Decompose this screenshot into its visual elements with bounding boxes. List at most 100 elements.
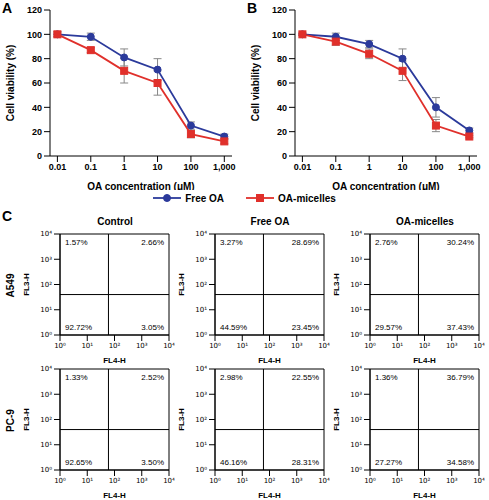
svg-text:10⁴: 10⁴	[318, 342, 330, 350]
svg-text:10⁴: 10⁴	[163, 342, 175, 350]
svg-text:46.16%: 46.16%	[220, 458, 247, 467]
svg-text:10⁰: 10⁰	[40, 331, 52, 339]
svg-text:10³: 10³	[136, 477, 148, 485]
svg-text:10⁴: 10⁴	[473, 477, 481, 485]
svg-text:10: 10	[398, 162, 408, 172]
svg-text:60: 60	[32, 78, 42, 88]
svg-text:10⁰: 10⁰	[364, 342, 376, 350]
svg-text:10⁴: 10⁴	[350, 230, 362, 238]
svg-text:120: 120	[27, 5, 42, 15]
svg-text:2.76%: 2.76%	[375, 238, 398, 247]
svg-text:10⁴: 10⁴	[40, 230, 52, 238]
svg-text:10³: 10³	[446, 342, 458, 350]
svg-text:10²: 10²	[40, 281, 52, 289]
svg-text:10³: 10³	[291, 342, 303, 350]
svg-text:10²: 10²	[419, 477, 431, 485]
svg-text:10¹: 10¹	[81, 477, 93, 485]
svg-text:0.01: 0.01	[294, 162, 312, 172]
svg-text:44.59%: 44.59%	[220, 323, 247, 332]
svg-text:10²: 10²	[109, 342, 121, 350]
svg-text:92.65%: 92.65%	[65, 458, 92, 467]
svg-text:10²: 10²	[264, 477, 276, 485]
svg-text:Cell viability (%): Cell viability (%)	[8, 45, 16, 122]
svg-text:10¹: 10¹	[391, 477, 403, 485]
svg-text:60: 60	[277, 78, 287, 88]
svg-text:0.1: 0.1	[85, 162, 98, 172]
svg-text:36.79%: 36.79%	[447, 373, 474, 382]
svg-text:10⁰: 10⁰	[209, 342, 221, 350]
svg-text:10³: 10³	[291, 477, 303, 485]
svg-text:23.45%: 23.45%	[292, 323, 319, 332]
svg-text:2.98%: 2.98%	[220, 373, 243, 382]
svg-text:FL4-H: FL4-H	[103, 491, 126, 498]
svg-text:10⁰: 10⁰	[40, 466, 52, 474]
svg-text:0.01: 0.01	[49, 162, 67, 172]
svg-text:30.24%: 30.24%	[447, 238, 474, 247]
svg-text:10¹: 10¹	[40, 306, 52, 314]
svg-text:10²: 10²	[350, 281, 362, 289]
svg-text:10³: 10³	[136, 342, 148, 350]
svg-text:3.05%: 3.05%	[141, 323, 164, 332]
svg-text:10¹: 10¹	[236, 342, 248, 350]
svg-text:Cell viability (%): Cell viability (%)	[250, 45, 261, 122]
svg-text:10²: 10²	[264, 342, 276, 350]
svg-text:0.1: 0.1	[330, 162, 343, 172]
svg-text:1: 1	[367, 162, 372, 172]
svg-text:10⁴: 10⁴	[473, 342, 481, 350]
svg-text:FL3-H: FL3-H	[177, 408, 186, 431]
svg-text:FL3-H: FL3-H	[22, 273, 31, 296]
svg-text:3.50%: 3.50%	[141, 458, 164, 467]
svg-text:10¹: 10¹	[195, 306, 207, 314]
svg-text:28.69%: 28.69%	[292, 238, 319, 247]
svg-text:10⁰: 10⁰	[195, 466, 207, 474]
svg-text:FL3-H: FL3-H	[177, 273, 186, 296]
svg-text:1: 1	[122, 162, 127, 172]
svg-text:10³: 10³	[350, 391, 362, 399]
svg-text:100: 100	[272, 30, 287, 40]
svg-text:100: 100	[428, 162, 443, 172]
svg-text:0: 0	[37, 151, 42, 161]
svg-text:27.27%: 27.27%	[375, 458, 402, 467]
svg-text:34.58%: 34.58%	[447, 458, 474, 467]
svg-text:10²: 10²	[350, 416, 362, 424]
svg-text:10⁰: 10⁰	[54, 342, 66, 350]
svg-text:FL4-H: FL4-H	[413, 491, 436, 498]
svg-text:10²: 10²	[419, 342, 431, 350]
svg-text:10⁰: 10⁰	[350, 331, 362, 339]
svg-text:92.72%: 92.72%	[65, 323, 92, 332]
svg-text:FL4-H: FL4-H	[103, 356, 126, 363]
svg-text:10⁴: 10⁴	[350, 365, 362, 373]
svg-text:OA concentration (μM): OA concentration (μM)	[332, 181, 439, 190]
svg-text:10¹: 10¹	[236, 477, 248, 485]
svg-text:10¹: 10¹	[40, 441, 52, 449]
svg-text:10¹: 10¹	[391, 342, 403, 350]
svg-text:80: 80	[277, 54, 287, 64]
svg-text:40: 40	[32, 103, 42, 113]
svg-text:10⁴: 10⁴	[163, 477, 175, 485]
svg-text:10⁰: 10⁰	[209, 477, 221, 485]
svg-text:10³: 10³	[195, 256, 207, 264]
svg-text:10³: 10³	[195, 391, 207, 399]
svg-text:1.57%: 1.57%	[65, 238, 88, 247]
svg-text:1,000: 1,000	[458, 162, 481, 172]
svg-text:22.55%: 22.55%	[292, 373, 319, 382]
svg-text:10: 10	[153, 162, 163, 172]
svg-text:1.33%: 1.33%	[65, 373, 88, 382]
svg-text:10⁰: 10⁰	[195, 331, 207, 339]
svg-text:28.31%: 28.31%	[292, 458, 319, 467]
svg-text:20: 20	[277, 127, 287, 137]
svg-text:FL3-H: FL3-H	[332, 408, 341, 431]
svg-text:10¹: 10¹	[195, 441, 207, 449]
svg-text:10³: 10³	[350, 256, 362, 264]
svg-text:10⁴: 10⁴	[40, 365, 52, 373]
svg-text:0: 0	[282, 151, 287, 161]
svg-text:2.52%: 2.52%	[141, 373, 164, 382]
svg-text:80: 80	[32, 54, 42, 64]
svg-text:120: 120	[272, 5, 287, 15]
svg-text:10⁴: 10⁴	[195, 230, 207, 238]
svg-text:10¹: 10¹	[350, 306, 362, 314]
svg-text:10³: 10³	[40, 256, 52, 264]
svg-text:20: 20	[32, 127, 42, 137]
svg-text:10⁴: 10⁴	[318, 477, 330, 485]
svg-text:100: 100	[183, 162, 198, 172]
